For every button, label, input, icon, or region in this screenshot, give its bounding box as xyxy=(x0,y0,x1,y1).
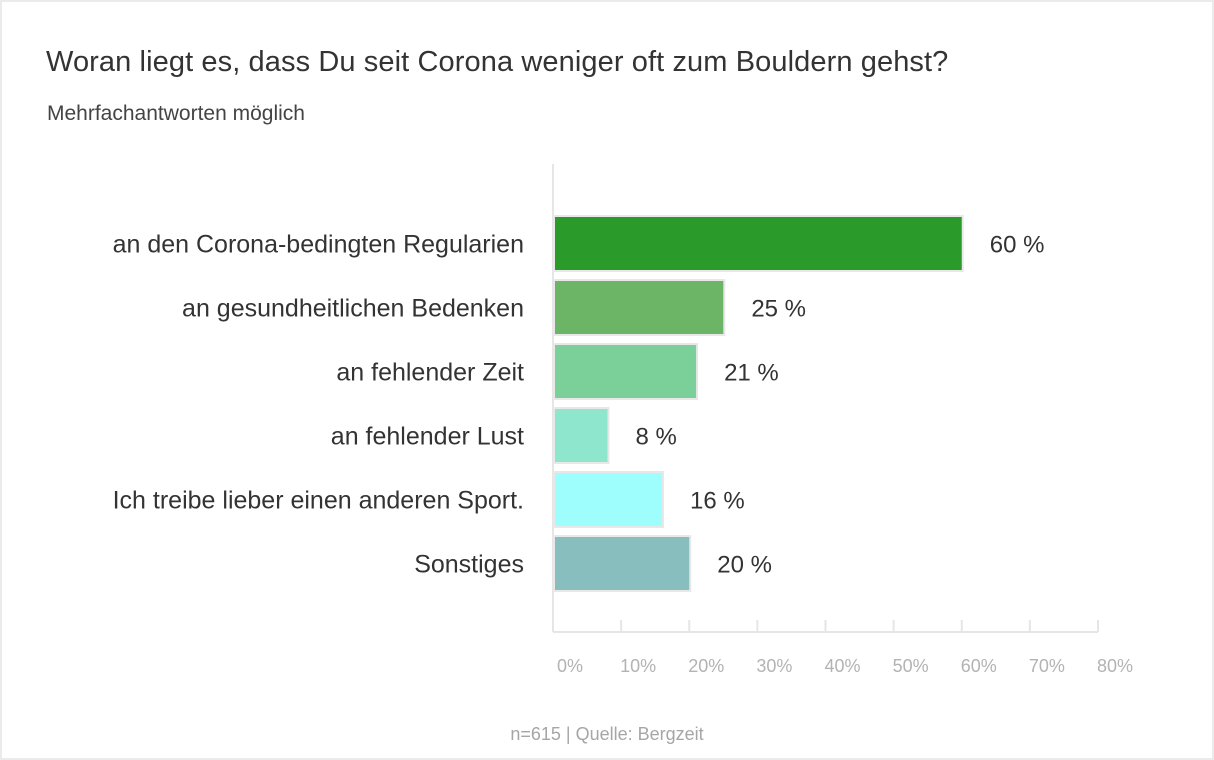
bar-row: Sonstiges 20 % xyxy=(414,535,772,592)
value-label: 20 % xyxy=(717,552,772,579)
bar[interactable] xyxy=(553,215,964,272)
value-label: 21 % xyxy=(724,360,779,387)
x-tick-label: 60% xyxy=(961,656,997,676)
bar[interactable] xyxy=(553,535,692,592)
category-label: Sonstiges xyxy=(414,551,524,579)
category-label: Ich treibe lieber einen anderen Sport. xyxy=(113,487,524,515)
value-label: 8 % xyxy=(636,424,677,451)
source-footer: n=615 | Quelle: Bergzeit xyxy=(510,724,704,744)
bar-chart: 0% 10% 20% 30% 40% 50% 60% 70% 80% an den Corona… xyxy=(113,164,1133,676)
bar-row: an fehlender Lust 8 % xyxy=(331,407,677,464)
category-label: an gesundheitlichen Bedenken xyxy=(182,295,524,323)
category-label: an den Corona-bedingten Regularien xyxy=(113,231,524,259)
bar[interactable] xyxy=(553,279,726,336)
category-label: an fehlender Zeit xyxy=(336,359,524,387)
bar-row: an den Corona-bedingten Regularien 60 % xyxy=(113,215,1045,272)
value-label: 16 % xyxy=(690,488,745,515)
category-label: an fehlender Lust xyxy=(331,423,524,451)
chart-title: Woran liegt es, dass Du seit Corona weni… xyxy=(46,46,949,78)
x-tick-label: 30% xyxy=(756,656,792,676)
bar[interactable] xyxy=(553,407,610,464)
bar[interactable] xyxy=(553,343,699,400)
chart-subtitle: Mehrfachantworten möglich xyxy=(47,102,305,125)
bar-row: an fehlender Zeit 21 % xyxy=(336,343,779,400)
bar[interactable] xyxy=(553,471,664,528)
bar-row: Ich treibe lieber einen anderen Sport. 16… xyxy=(113,471,745,528)
value-label: 25 % xyxy=(751,296,806,323)
value-label: 60 % xyxy=(990,232,1045,259)
x-tick-label: 0% xyxy=(557,656,583,676)
bars-group: an den Corona-bedingten Regularien 60 %an… xyxy=(113,215,1045,592)
bar-row: an gesundheitlichen Bedenken 25 % xyxy=(182,279,806,336)
x-tick-label: 40% xyxy=(824,656,860,676)
x-tick-label: 20% xyxy=(688,656,724,676)
x-tick-label: 10% xyxy=(620,656,656,676)
x-tick-label: 50% xyxy=(893,656,929,676)
x-tick-label: 80% xyxy=(1097,656,1133,676)
x-tick-label: 70% xyxy=(1029,656,1065,676)
